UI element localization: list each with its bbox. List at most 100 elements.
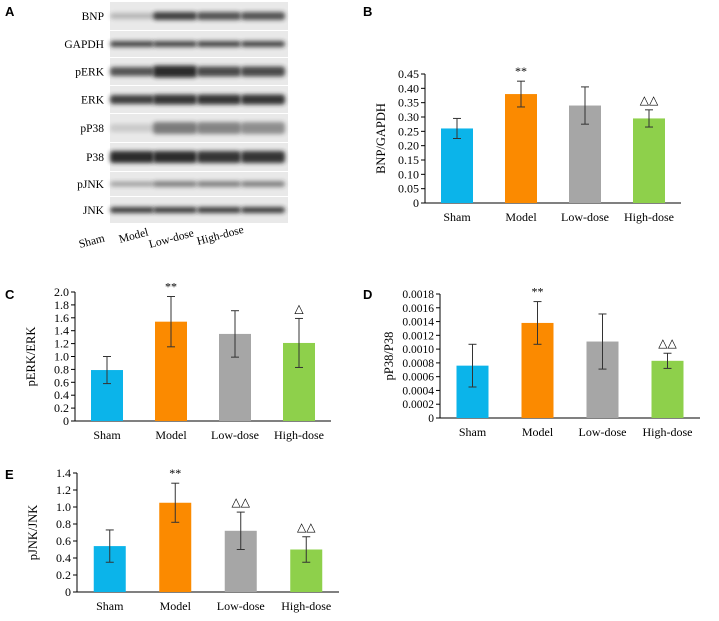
blot-lane-label: Sham (78, 233, 106, 251)
blot-row-label: pJNK (77, 179, 105, 191)
panel-letter-e: E (5, 467, 14, 482)
x-tick-label: Low-dose (211, 428, 259, 442)
y-tick-label: 1.6 (54, 311, 69, 325)
blot-band (197, 41, 241, 47)
y-tick-label: 0.20 (398, 139, 419, 153)
blot-band (241, 12, 285, 20)
blot-row-label: ERK (81, 95, 105, 107)
y-tick-label: 0 (63, 414, 69, 428)
y-tick-label: 0.4 (54, 388, 69, 402)
bar-sham (441, 128, 473, 203)
blot-band (153, 151, 197, 163)
blot-lane-label: Model (118, 227, 150, 246)
y-tick-label: 0.8 (54, 362, 69, 376)
y-tick-label: 0.0014 (402, 317, 434, 329)
blot-band (197, 151, 241, 163)
blot-band (153, 41, 197, 47)
panel-letter-b: B (363, 4, 373, 19)
blot-band (241, 122, 285, 134)
x-tick-label: Low-dose (561, 210, 609, 224)
y-tick-label: 0 (413, 196, 419, 210)
panel-letter-a: A (5, 4, 15, 19)
y-tick-label: 0.0002 (402, 399, 434, 411)
y-axis-label: BNP/GAPDH (374, 103, 388, 174)
y-tick-label: 1.0 (54, 350, 69, 364)
x-tick-label: Low-dose (579, 425, 627, 439)
blot-band (241, 41, 285, 47)
bar-high (633, 118, 665, 203)
blot-band (110, 151, 154, 163)
y-tick-label: 0.25 (398, 124, 419, 138)
blot-band (153, 181, 197, 187)
x-tick-label: High-dose (624, 210, 674, 224)
blot-band (197, 12, 241, 20)
blot-band (153, 12, 197, 20)
blot-band (197, 122, 241, 134)
blot-row-label: pP38 (80, 123, 104, 135)
blot-band (153, 122, 197, 134)
y-tick-label: 0.6 (54, 375, 69, 389)
blot-band (153, 207, 197, 213)
x-tick-label: Model (505, 210, 537, 224)
blot-row-label: GAPDH (64, 39, 104, 51)
blot-row-label: JNK (83, 205, 105, 217)
y-axis-label: pJNK/JNK (26, 505, 40, 561)
blot-band (241, 181, 285, 187)
y-tick-label: 1.4 (56, 466, 71, 480)
y-tick-label: 0.0016 (402, 303, 434, 315)
blot-band (110, 207, 154, 213)
y-tick-label: 0.10 (398, 167, 419, 181)
chart-pp38-p38: 00.00020.00040.00060.00080.00100.00120.0… (382, 285, 700, 439)
y-tick-label: 0.0006 (402, 372, 434, 384)
y-tick-label: 2.0 (54, 285, 69, 299)
x-tick-label: High-dose (274, 428, 324, 442)
significance-label: ** (169, 466, 181, 480)
significance-label: ** (532, 285, 544, 299)
blot-band (110, 13, 154, 19)
blot-band (241, 207, 285, 213)
blot-band (153, 65, 197, 78)
y-tick-label: 0 (65, 585, 71, 599)
blot-band (197, 181, 241, 187)
blot-lane-label: High-dose (196, 224, 245, 248)
y-tick-label: 0.4 (56, 551, 71, 565)
blot-band (241, 66, 285, 77)
y-tick-label: 0.8 (56, 517, 71, 531)
significance-label: ** (165, 280, 177, 294)
y-tick-label: 0.0008 (402, 358, 434, 370)
y-tick-label: 1.0 (56, 500, 71, 514)
x-tick-label: Model (160, 599, 192, 613)
blot-band (197, 66, 241, 77)
y-tick-label: 0.35 (398, 96, 419, 110)
blot-band (110, 41, 154, 47)
blot-lane-label: Low-dose (148, 227, 196, 250)
y-tick-label: 0.6 (56, 534, 71, 548)
blot-band (153, 94, 197, 105)
x-tick-label: Sham (443, 210, 471, 224)
significance-label: △△ (297, 520, 316, 534)
blot-band (241, 94, 285, 105)
y-tick-label: 0.0004 (402, 385, 434, 397)
x-tick-label: Sham (93, 428, 121, 442)
chart-bnp-gapdh: 00.050.100.150.200.250.300.350.400.45 BNP… (374, 64, 681, 224)
blot-band (241, 151, 285, 163)
blot-row-label: BNP (82, 11, 104, 23)
significance-label: △△ (232, 495, 251, 509)
y-tick-label: 0.2 (54, 401, 69, 415)
significance-label: △△ (658, 336, 677, 350)
western-blot: BNP GAPDH pERK ERK pP38 P38 pJNK JNK Sham ModelLo… (64, 2, 288, 251)
x-tick-label: Low-dose (217, 599, 265, 613)
y-tick-label: 1.4 (54, 324, 69, 338)
significance-label: △△ (640, 93, 659, 107)
x-tick-label: Model (155, 428, 187, 442)
y-tick-label: 0.05 (398, 182, 419, 196)
blot-row-label: pERK (75, 67, 104, 79)
chart-pjnk-jnk: 0 0.2 0.4 0.6 0.8 1.0 1.2 1.4 pJNK/JNK Sham ** Mode… (26, 466, 339, 613)
y-tick-label: 0 (428, 413, 434, 425)
blot-band (110, 67, 154, 76)
y-tick-label: 0.30 (398, 110, 419, 124)
blot-row-label: P38 (86, 152, 104, 164)
y-axis-label: pP38/P38 (382, 332, 396, 381)
significance-label: △ (294, 301, 304, 315)
y-tick-label: 0.0018 (402, 289, 434, 301)
